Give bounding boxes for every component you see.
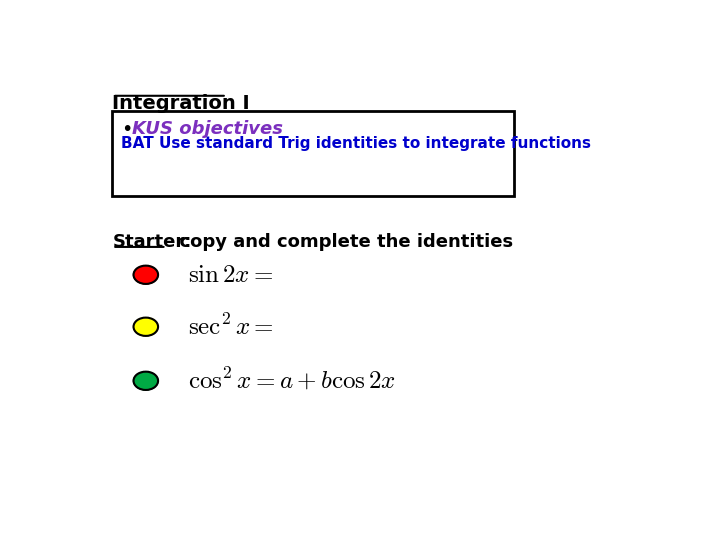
Text: Integration I: Integration I <box>112 94 250 113</box>
Text: Starter:: Starter: <box>112 233 192 251</box>
Text: •: • <box>121 120 132 139</box>
Text: KUS objectives: KUS objectives <box>132 120 283 138</box>
Text: $\sin 2x =$: $\sin 2x =$ <box>188 263 273 287</box>
Text: copy and complete the identities: copy and complete the identities <box>167 233 513 251</box>
Circle shape <box>133 372 158 390</box>
Circle shape <box>133 266 158 284</box>
Text: $\cos^2 x = a + b\cos 2x$: $\cos^2 x = a + b\cos 2x$ <box>188 368 395 394</box>
FancyBboxPatch shape <box>112 111 514 196</box>
Circle shape <box>133 318 158 336</box>
Text: BAT Use standard Trig identities to integrate functions: BAT Use standard Trig identities to inte… <box>121 136 590 151</box>
Text: $\sec^2 x =$: $\sec^2 x =$ <box>188 314 274 340</box>
